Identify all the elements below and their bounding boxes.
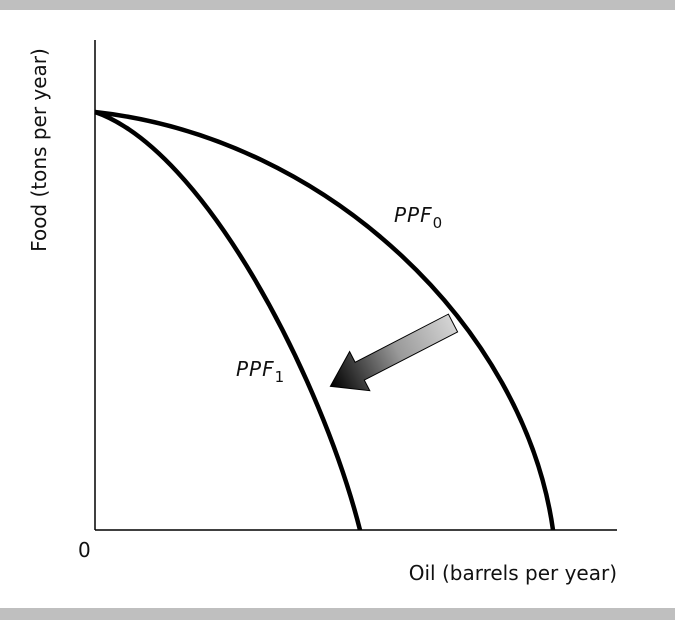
bottom-bar	[0, 608, 675, 620]
ppf0-name: PPF	[394, 203, 433, 227]
shift-arrow	[329, 313, 459, 392]
ppf1-name: PPF	[236, 357, 275, 381]
ppf1-label: PPF1	[236, 357, 285, 386]
top-bar	[0, 0, 675, 10]
ppf0-label: PPF0	[394, 203, 443, 232]
x-axis-label: Oil (barrels per year)	[409, 561, 617, 585]
ppf0-subscript: 0	[433, 214, 444, 232]
ppf1-subscript: 1	[275, 368, 286, 386]
origin-label: 0	[78, 538, 91, 562]
arrow-shape	[329, 313, 459, 392]
y-axis-label: Food (tons per year)	[27, 48, 51, 252]
ppf0-curve	[94, 109, 556, 531]
ppf1-curve	[94, 109, 363, 531]
